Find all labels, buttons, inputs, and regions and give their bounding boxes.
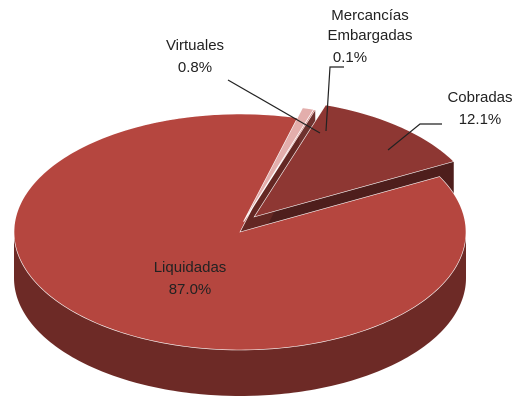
slice-wall: [14, 232, 466, 396]
slice-value-label: 87.0%: [168, 281, 212, 298]
slice: [243, 109, 316, 222]
leader-line: [227, 79, 321, 134]
slice-label: Mercancías Embargadas: [327, 7, 413, 44]
leader-line: [325, 66, 344, 132]
slice-label: Virtuales: [165, 37, 225, 54]
slice: [243, 107, 315, 222]
slice-value-label: 12.1%: [458, 111, 502, 128]
leader-line: [387, 123, 442, 151]
slice: [253, 104, 455, 218]
slice-value-label: 0.8%: [177, 59, 213, 76]
slice-label: Cobradas: [447, 89, 513, 106]
slice: [13, 113, 467, 351]
slice-value-label: 0.1%: [332, 49, 368, 66]
slice-label: Liquidadas: [153, 259, 227, 276]
